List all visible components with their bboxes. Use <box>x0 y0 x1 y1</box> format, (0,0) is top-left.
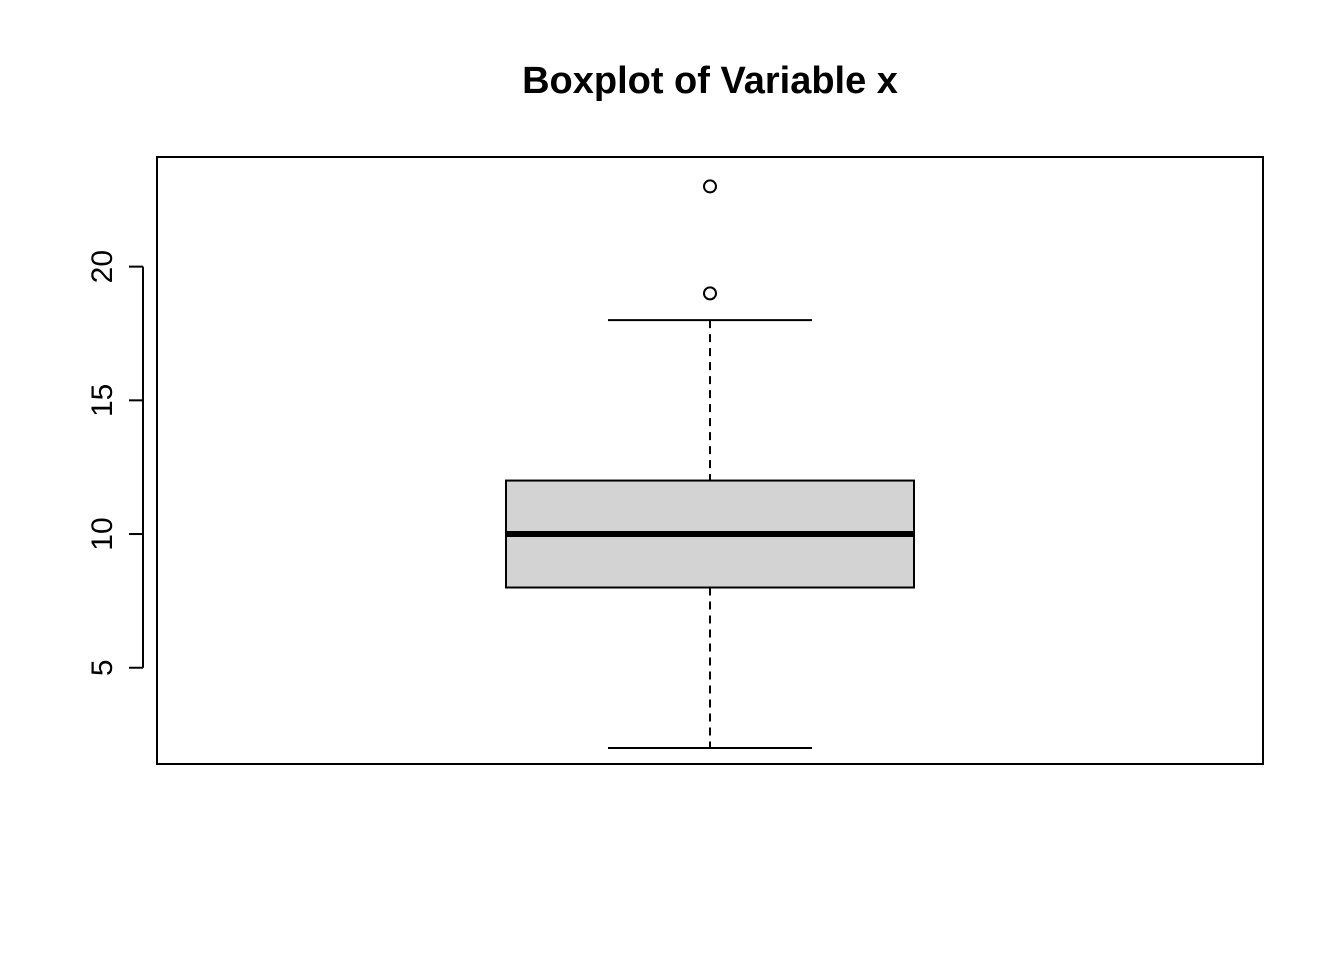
outlier-point <box>703 179 717 194</box>
outlier-point <box>703 286 717 301</box>
plot-frame <box>156 156 1264 765</box>
y-tick-label: 15 <box>86 384 119 417</box>
y-tick-label: 10 <box>86 517 119 550</box>
box-group <box>505 179 915 749</box>
y-axis-ticks: 5 10 15 20 <box>86 250 143 676</box>
chart-title: Boxplot of Variable x <box>522 60 898 102</box>
y-tick-label: 20 <box>86 250 119 283</box>
y-tick-label: 5 <box>86 659 119 676</box>
